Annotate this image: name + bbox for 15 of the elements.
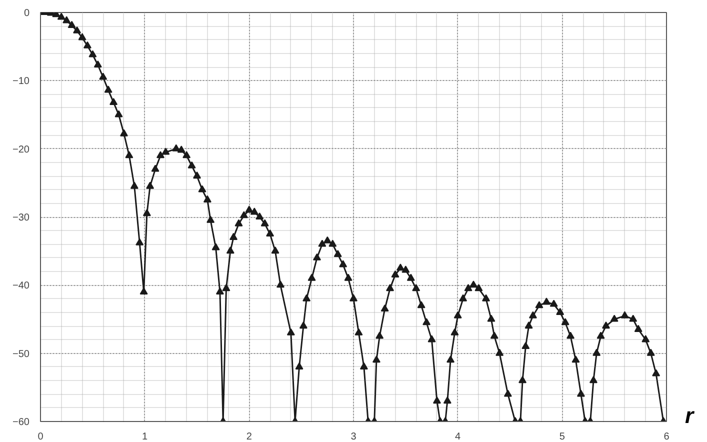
x-tick-label: 4 xyxy=(455,432,462,442)
y-tick-label: −10 xyxy=(12,76,30,88)
y-tick-label: −40 xyxy=(12,280,30,292)
x-tick-label: 5 xyxy=(559,432,566,442)
x-tick-label: 6 xyxy=(664,432,670,442)
x-tick-label: 1 xyxy=(142,432,148,442)
y-tick-label: −20 xyxy=(12,144,30,156)
x-tick-label: 3 xyxy=(350,432,357,442)
y-tick-label: −60 xyxy=(12,417,30,428)
y-tick-label: 0 xyxy=(24,8,30,19)
x-tick-label: 0 xyxy=(38,432,44,442)
x-axis-title: r xyxy=(685,402,694,430)
y-tick-label: −30 xyxy=(12,212,30,224)
y-tick-label: −50 xyxy=(12,348,30,360)
x-tick-label: 2 xyxy=(246,432,252,442)
